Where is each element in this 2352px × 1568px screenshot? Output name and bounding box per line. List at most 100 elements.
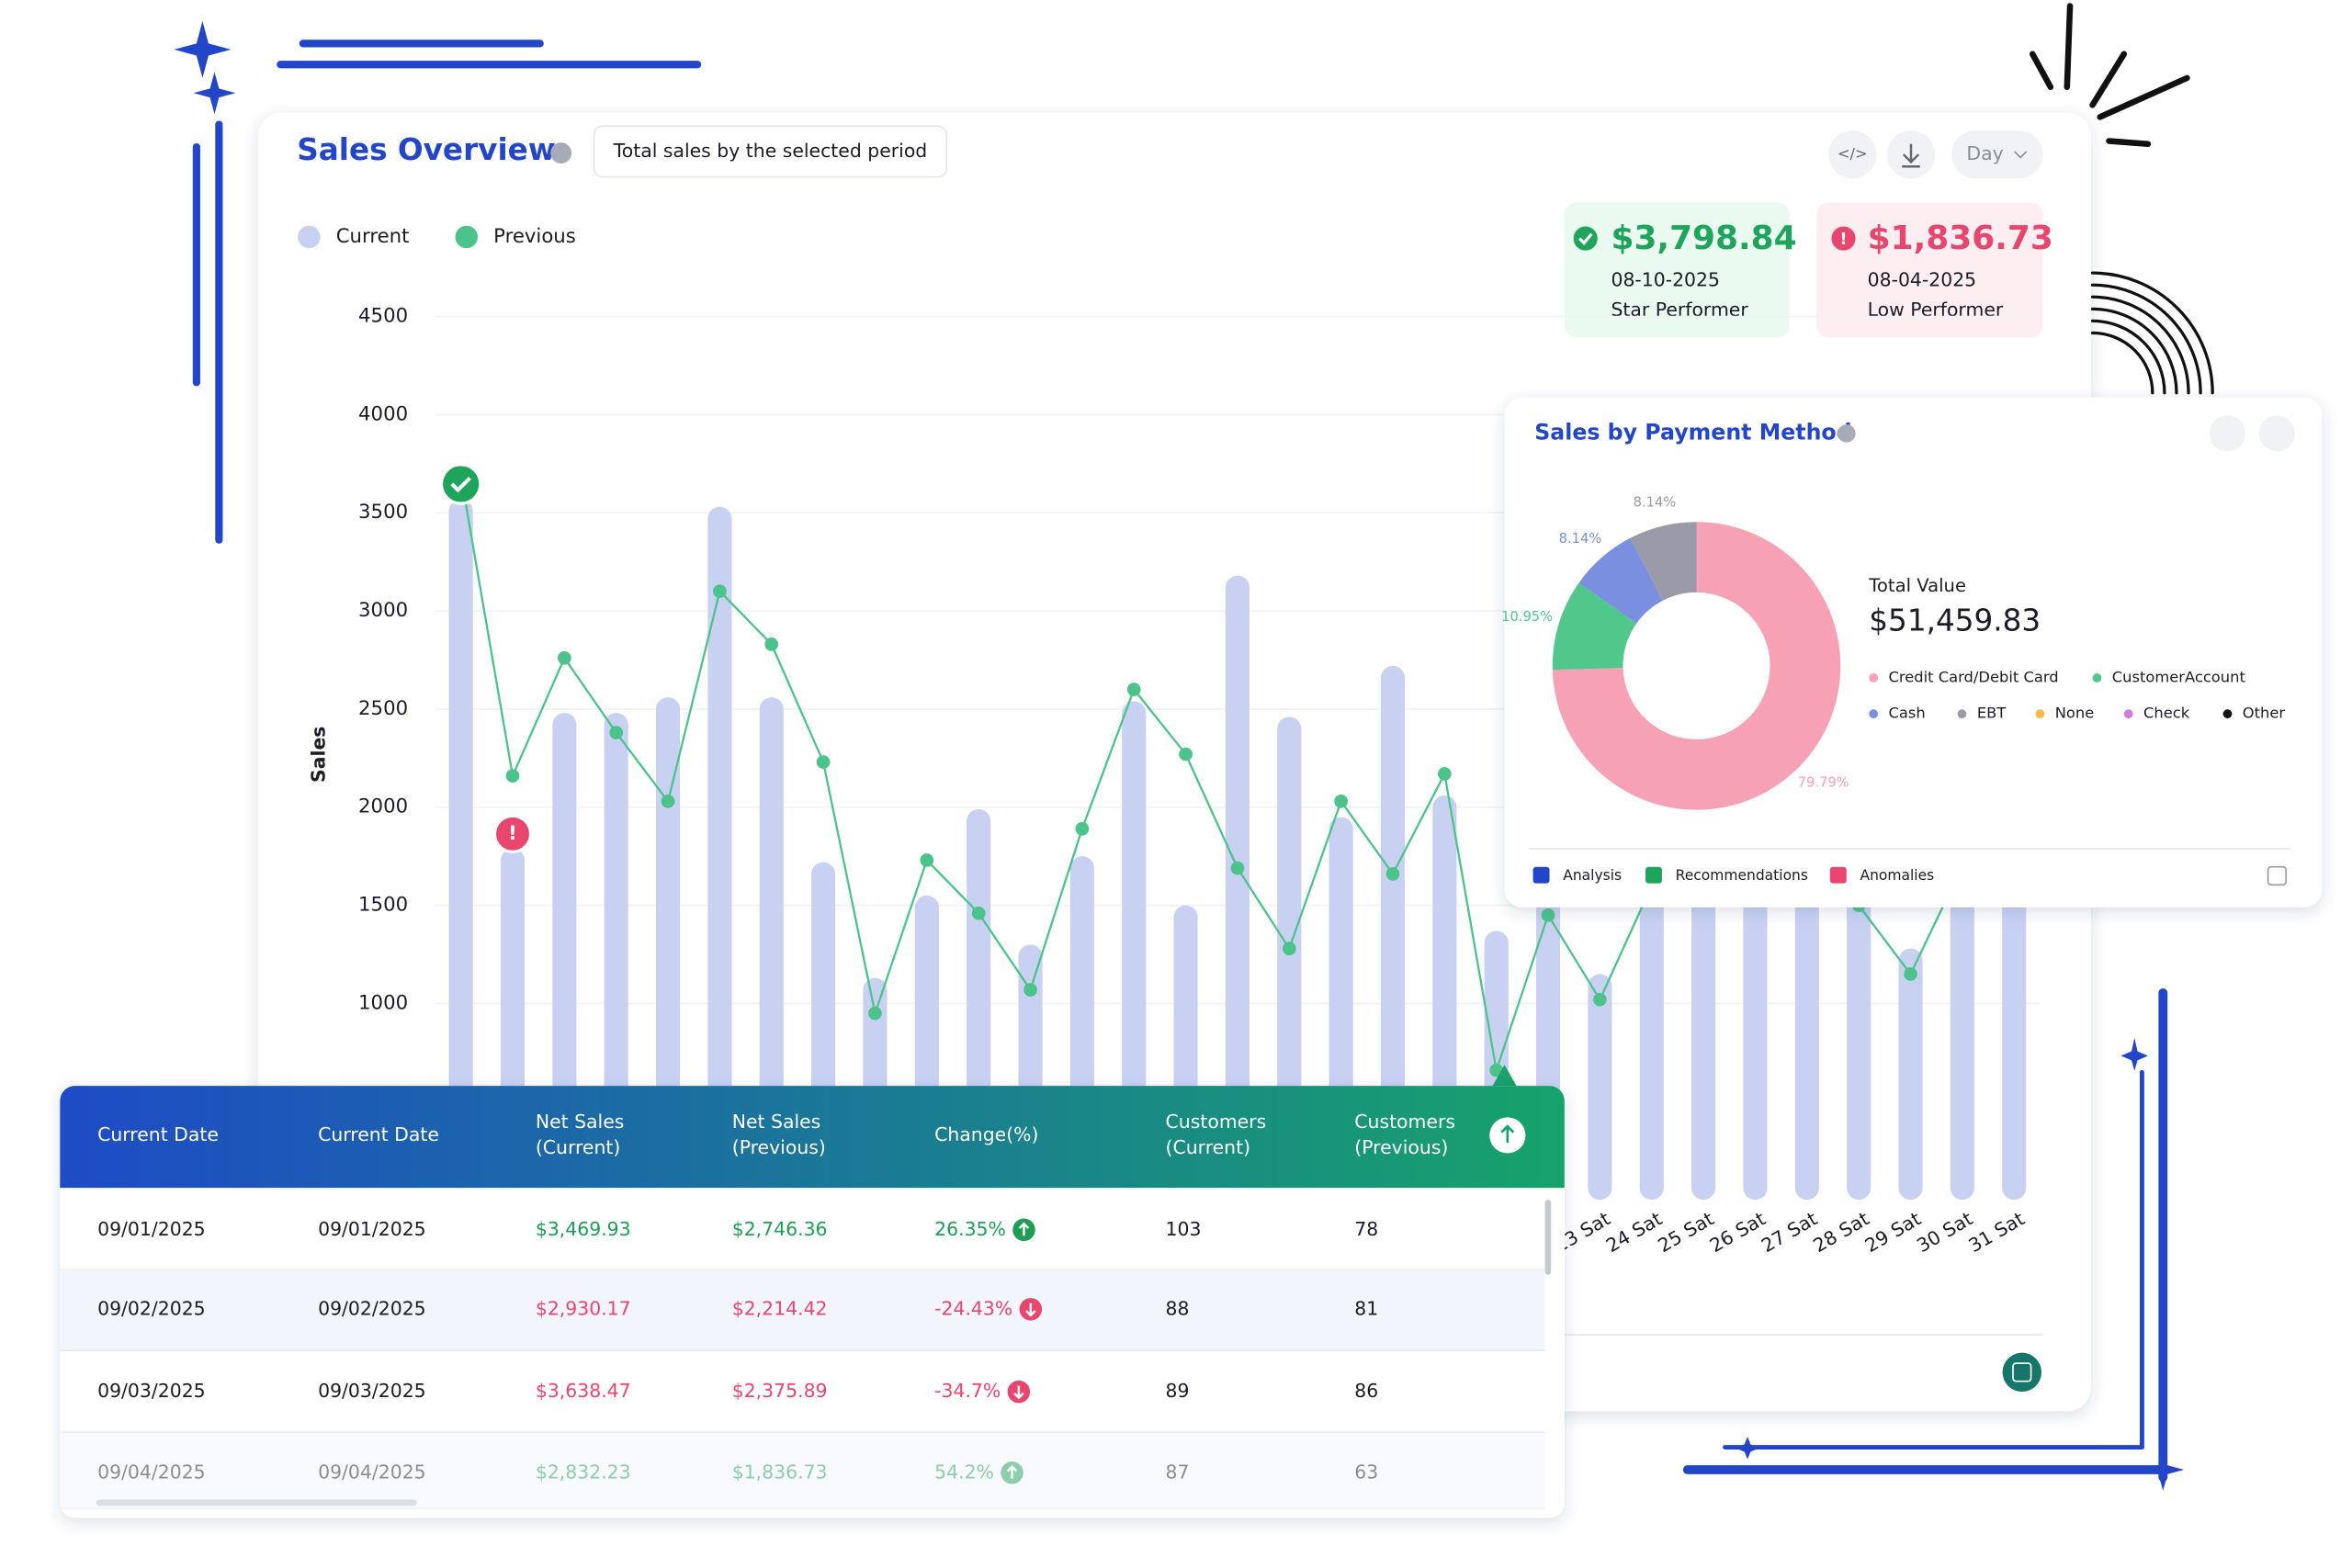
cell: 09/01/2025 [318,1218,426,1240]
point [609,726,624,739]
info-icon[interactable] [1838,424,1856,443]
tab-icon [1645,866,1662,884]
legend-marker [2035,709,2045,719]
check-icon [450,476,471,493]
title: Sales Overview [297,132,556,167]
row-bg [60,1432,1545,1509]
y-tick-label: 1000 [358,991,408,1014]
data-table: Current Date Current Date Net Sales (Curren… [60,1065,1565,1518]
legend-marker [1869,709,1879,719]
cell: 09/01/2025 [97,1218,206,1240]
legend-marker [1869,673,1879,682]
column-header: Net Sales [732,1111,821,1133]
column-header: (Previous) [1354,1136,1448,1158]
legend-marker [2222,709,2233,719]
low-marker [492,814,533,854]
cell: 09/02/2025 [318,1297,426,1319]
bar [759,697,784,1201]
kpi-card [1564,202,1790,338]
legend-label: Credit Card/Debit Card [1889,668,2059,685]
info-icon[interactable] [550,142,572,164]
cell: $2,832.23 [536,1461,631,1483]
slice-label: 79.79% [1798,774,1849,790]
cell: 78 [1354,1218,1378,1240]
bar [707,506,732,1201]
legend-marker [1957,709,1967,719]
bar [604,713,628,1201]
cell: $2,930.17 [536,1297,631,1319]
cell: 09/03/2025 [97,1380,206,1402]
bar [1950,865,1974,1201]
column-header: (Current) [536,1136,621,1158]
legend-label: Check [2143,705,2190,722]
cell: 88 [1166,1297,1190,1319]
tab[interactable]: Analysis [1563,867,1622,884]
column-header: Current Date [97,1123,219,1145]
cell: $2,746.36 [732,1218,828,1240]
download-button[interactable] [2258,415,2295,452]
bar [1898,948,1923,1201]
bar [1743,875,1768,1201]
point [558,651,571,665]
legend-label: Cash [1889,705,1926,722]
cell: 54.2% [934,1461,994,1483]
y-axis-label: Sales [308,727,330,783]
table-row: 09/03/2025 09/03/2025 $3,638.47 $2,375.89 -3… [60,1380,1545,1434]
period-select[interactable] [1951,130,2043,179]
scrollbar[interactable] [1544,1200,1552,1275]
total-value: $51,459.83 [1869,604,2041,638]
kpi-icon [1573,226,1598,251]
slice-label: 8.14% [1634,494,1677,510]
point [816,755,831,769]
legend-label: None [2055,705,2095,722]
point [505,769,520,783]
tab[interactable]: Recommendations [1676,867,1808,884]
point [1179,747,1193,761]
cell: 09/02/2025 [97,1297,206,1319]
embed-icon: </> [1838,145,1868,163]
bar [2002,856,2027,1201]
total-label: Total Value [1868,575,1966,596]
table-icon [2012,1362,2032,1382]
cell: -24.43% [934,1297,1012,1319]
table-toggle[interactable] [2002,1352,2042,1393]
cell: -34.7% [934,1380,1001,1402]
cell: $3,469.93 [536,1218,631,1240]
cell: 09/04/2025 [318,1461,426,1483]
payment-card: Sales by Payment Method Total Value $51,… [1501,397,2323,908]
download-icon [1902,143,1920,168]
bar [1847,886,1871,1201]
table-row: 09/04/2025 09/04/2025 $2,832.23 $1,836.73 54… [60,1432,1545,1510]
y-tick-label: 2500 [358,697,408,720]
bar [552,713,577,1201]
pie-title: Sales by Payment Method [1534,419,1851,445]
kpi-label: Star Performer [1611,299,1748,321]
column-header: Net Sales [536,1111,625,1133]
cell: 89 [1166,1380,1190,1402]
trend-arrow [1013,1385,1024,1400]
expand-icon[interactable] [2267,865,2287,886]
tab-icon [1532,866,1550,884]
trend-arrow [1006,1465,1018,1479]
point [1126,682,1141,696]
cell: 09/04/2025 [97,1461,206,1483]
point [920,853,934,867]
tab[interactable]: Anomalies [1860,867,1934,884]
point [1282,942,1296,955]
kpi-value: $1,836.73 [1868,220,2053,257]
tooltip-text: Total sales by the selected period [613,140,927,162]
bar [1225,575,1250,1201]
chevron [2014,151,2028,159]
bar [655,697,681,1201]
table-header [60,1086,1565,1189]
kpi-card [1816,202,2043,338]
trend-arrow [1018,1222,1030,1236]
legend-label: CustomerAccount [2112,668,2245,685]
bar [1691,846,1716,1201]
y-tick-label: 2000 [358,795,408,818]
cell: $1,836.73 [732,1461,828,1483]
column-header: Customers [1354,1111,1455,1133]
card [1504,397,2323,908]
embed-button[interactable] [1828,130,1877,179]
embed-button[interactable] [2209,415,2246,452]
